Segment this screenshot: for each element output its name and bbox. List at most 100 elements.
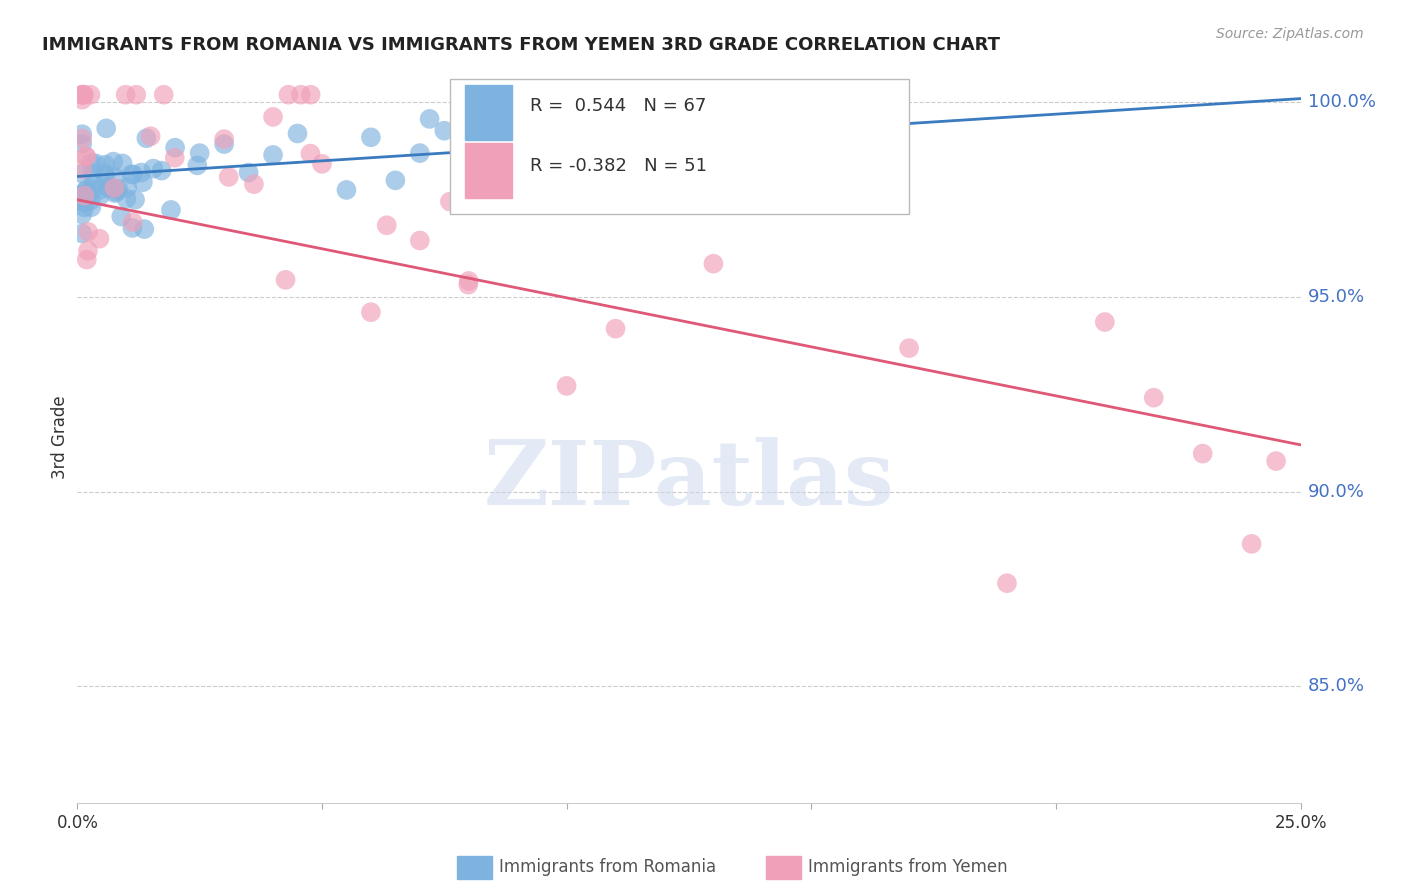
Point bbox=[103, 181, 125, 195]
Point bbox=[131, 165, 153, 179]
Point bbox=[103, 154, 125, 169]
Point bbox=[124, 193, 146, 207]
Point bbox=[77, 225, 100, 239]
Point bbox=[77, 244, 100, 258]
Point bbox=[70, 127, 93, 141]
Point bbox=[121, 221, 143, 235]
Point bbox=[70, 188, 93, 202]
Point bbox=[89, 232, 111, 246]
Point bbox=[457, 125, 479, 139]
Point bbox=[97, 180, 120, 194]
Point bbox=[150, 163, 173, 178]
Point bbox=[94, 158, 117, 172]
Point bbox=[482, 92, 505, 106]
Text: R = -0.382   N = 51: R = -0.382 N = 51 bbox=[530, 157, 707, 175]
Bar bbox=[465, 143, 512, 198]
Text: Immigrants from Romania: Immigrants from Romania bbox=[499, 858, 716, 876]
Point bbox=[409, 234, 432, 248]
Point bbox=[73, 195, 96, 210]
Point bbox=[80, 155, 103, 169]
Point bbox=[76, 186, 98, 200]
Text: IMMIGRANTS FROM ROMANIA VS IMMIGRANTS FROM YEMEN 3RD GRADE CORRELATION CHART: IMMIGRANTS FROM ROMANIA VS IMMIGRANTS FR… bbox=[42, 36, 1000, 54]
FancyBboxPatch shape bbox=[450, 78, 910, 214]
Point bbox=[73, 188, 96, 202]
Point bbox=[218, 169, 240, 184]
Point bbox=[70, 131, 93, 145]
Point bbox=[800, 121, 823, 136]
Point bbox=[73, 200, 96, 214]
Point bbox=[103, 186, 125, 200]
Point bbox=[70, 167, 93, 181]
Point bbox=[1191, 447, 1213, 461]
Text: 85.0%: 85.0% bbox=[1308, 677, 1365, 695]
Point bbox=[152, 87, 174, 102]
Point bbox=[1265, 454, 1288, 468]
Point bbox=[111, 156, 134, 170]
Point bbox=[311, 157, 333, 171]
Point bbox=[605, 321, 627, 335]
Point bbox=[262, 148, 284, 162]
Text: Immigrants from Yemen: Immigrants from Yemen bbox=[808, 858, 1008, 876]
Point bbox=[384, 173, 406, 187]
Point bbox=[506, 126, 529, 140]
Point bbox=[120, 167, 142, 181]
Point bbox=[1143, 391, 1166, 405]
Point bbox=[335, 183, 357, 197]
Point bbox=[135, 131, 157, 145]
Point bbox=[290, 87, 312, 102]
Point bbox=[122, 168, 145, 182]
Point bbox=[104, 182, 127, 196]
Point bbox=[134, 222, 156, 236]
Point bbox=[654, 178, 676, 193]
Point bbox=[84, 156, 107, 170]
Point bbox=[79, 87, 101, 102]
Point bbox=[83, 176, 105, 190]
Text: 90.0%: 90.0% bbox=[1308, 483, 1364, 500]
Point bbox=[70, 162, 93, 177]
Point bbox=[238, 165, 260, 179]
Point bbox=[163, 151, 186, 165]
Point bbox=[262, 110, 284, 124]
Point bbox=[243, 177, 266, 191]
Point bbox=[125, 87, 148, 102]
Point bbox=[132, 175, 155, 189]
Point bbox=[995, 576, 1018, 591]
Point bbox=[75, 183, 97, 197]
Point bbox=[94, 169, 117, 183]
Point bbox=[82, 167, 104, 181]
Text: Source: ZipAtlas.com: Source: ZipAtlas.com bbox=[1216, 27, 1364, 41]
Point bbox=[142, 161, 165, 176]
Point bbox=[160, 202, 183, 217]
Point bbox=[274, 273, 297, 287]
Point bbox=[375, 219, 398, 233]
Point bbox=[114, 87, 136, 102]
Point bbox=[165, 141, 187, 155]
Point bbox=[89, 188, 111, 202]
Point bbox=[555, 379, 578, 393]
Point bbox=[115, 192, 138, 206]
Point bbox=[75, 150, 97, 164]
Point bbox=[212, 137, 235, 152]
Point bbox=[110, 210, 132, 224]
Y-axis label: 3rd Grade: 3rd Grade bbox=[51, 395, 69, 479]
Point bbox=[277, 87, 299, 102]
Point bbox=[360, 305, 382, 319]
Point bbox=[72, 87, 94, 102]
Point bbox=[105, 185, 128, 199]
Point bbox=[467, 121, 489, 136]
Point bbox=[70, 207, 93, 221]
Point bbox=[702, 257, 724, 271]
Point bbox=[72, 87, 94, 102]
Bar bbox=[465, 85, 512, 139]
Point bbox=[82, 183, 104, 197]
Point bbox=[70, 93, 93, 107]
Point bbox=[93, 166, 115, 180]
Point bbox=[104, 169, 127, 184]
Text: 100.0%: 100.0% bbox=[1308, 94, 1375, 112]
Point bbox=[419, 112, 441, 126]
Point bbox=[457, 274, 479, 288]
Point bbox=[76, 252, 98, 267]
Point bbox=[496, 93, 519, 107]
Point bbox=[360, 130, 382, 145]
Point bbox=[287, 127, 309, 141]
